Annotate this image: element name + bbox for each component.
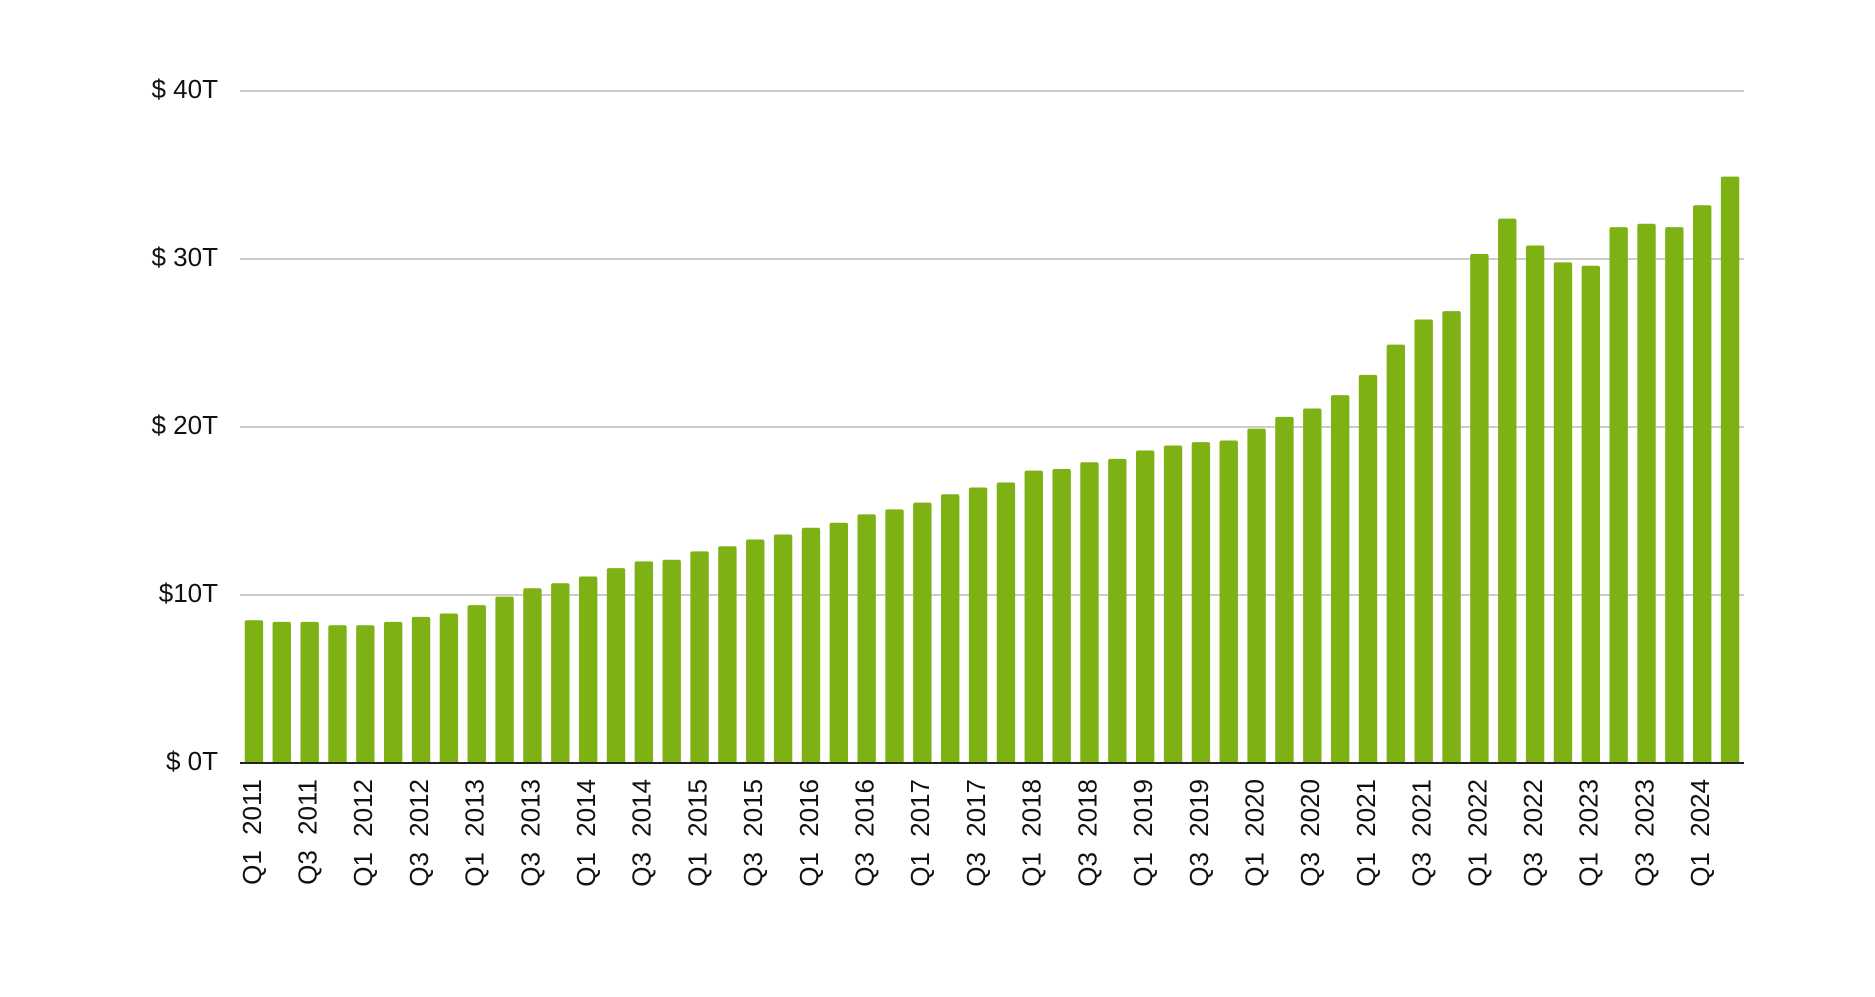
bar — [857, 514, 876, 763]
y-tick-label: $ 30T — [152, 242, 219, 272]
x-tick-label: Q3 2014 — [627, 779, 657, 887]
bar — [885, 509, 904, 763]
x-tick-label: Q1 2021 — [1351, 779, 1381, 887]
x-tick-label: Q3 2015 — [738, 779, 768, 887]
x-tick-label: Q1 2023 — [1574, 779, 1604, 887]
x-tick-label: Q1 2017 — [905, 779, 935, 887]
bar — [1581, 265, 1601, 763]
x-tick-label: Q1 2018 — [1017, 779, 1047, 887]
bar — [829, 522, 849, 763]
x-tick-label: Q3 2022 — [1518, 779, 1548, 887]
y-tick-label: $ 20T — [152, 410, 219, 440]
x-tick-label: Q3 2016 — [850, 779, 880, 887]
x-tick-label: Q1 2011 — [237, 779, 267, 885]
x-tick-label: Q3 2021 — [1407, 779, 1437, 887]
bar — [1024, 470, 1043, 763]
x-tick-label: Q1 2013 — [460, 779, 490, 887]
bar — [495, 596, 514, 763]
bar — [272, 621, 291, 763]
bar — [1247, 428, 1266, 763]
x-tick-label: Q3 2017 — [961, 779, 991, 887]
bar — [606, 568, 626, 763]
bar — [1693, 205, 1712, 764]
bar — [662, 559, 681, 763]
bar — [1442, 311, 1461, 763]
bar — [1080, 462, 1099, 763]
x-tick-label: Q1 2015 — [682, 779, 712, 887]
bar — [1720, 176, 1740, 763]
bar — [578, 576, 598, 763]
bar — [411, 616, 431, 763]
bar — [690, 551, 709, 763]
x-tick-label: Q1 2022 — [1462, 779, 1492, 887]
x-tick-label: Q3 2013 — [515, 779, 545, 887]
bar — [746, 539, 765, 763]
bar — [300, 621, 319, 763]
bar — [1135, 450, 1155, 763]
bar — [1386, 344, 1406, 763]
bar — [244, 620, 264, 763]
bar — [523, 588, 542, 763]
x-tick-label: Q1 2024 — [1685, 779, 1715, 887]
x-tick-label: Q1 2012 — [348, 779, 378, 887]
x-tick-label: Q3 2020 — [1295, 779, 1325, 887]
bar — [1525, 245, 1545, 763]
bar — [634, 561, 654, 763]
bar — [551, 583, 570, 763]
x-tick-label: Q3 2018 — [1072, 779, 1102, 887]
bar — [1303, 408, 1322, 763]
bar — [1052, 469, 1071, 763]
bar — [1637, 223, 1656, 764]
x-tick-label: Q3 2019 — [1184, 779, 1214, 887]
x-tick-label: Q1 2019 — [1128, 779, 1158, 887]
x-tick-label: Q1 2016 — [794, 779, 824, 887]
y-tick-label: $ 0T — [166, 746, 218, 776]
x-tick-label: Q3 2011 — [293, 779, 323, 885]
bar — [1191, 442, 1211, 763]
x-tick-label: Q1 2020 — [1239, 779, 1269, 887]
bar — [1358, 374, 1378, 763]
bar — [968, 487, 988, 763]
x-tick-label: Q3 2023 — [1629, 779, 1659, 887]
x-tick-label: Q3 2012 — [404, 779, 434, 887]
bar — [439, 613, 459, 763]
bar — [1163, 445, 1183, 763]
bar — [773, 534, 793, 763]
bar — [1470, 253, 1489, 763]
bar — [941, 494, 960, 763]
bar — [383, 621, 403, 763]
bar — [1553, 262, 1573, 763]
bar — [1275, 416, 1294, 763]
bar — [913, 502, 932, 763]
bar — [718, 546, 737, 763]
bar — [1219, 440, 1238, 763]
bar — [1609, 227, 1628, 763]
bar — [356, 625, 375, 763]
y-tick-label: $10T — [159, 578, 218, 608]
bar — [1330, 395, 1350, 763]
bar — [1498, 218, 1517, 763]
bar — [328, 625, 347, 763]
bar — [996, 482, 1016, 763]
bar — [467, 605, 486, 763]
bar — [1665, 227, 1684, 763]
bar — [1108, 458, 1127, 763]
y-tick-label: $ 40T — [152, 74, 219, 104]
x-tick-label: Q1 2014 — [571, 779, 601, 887]
bar — [801, 527, 821, 763]
bar — [1414, 319, 1433, 763]
